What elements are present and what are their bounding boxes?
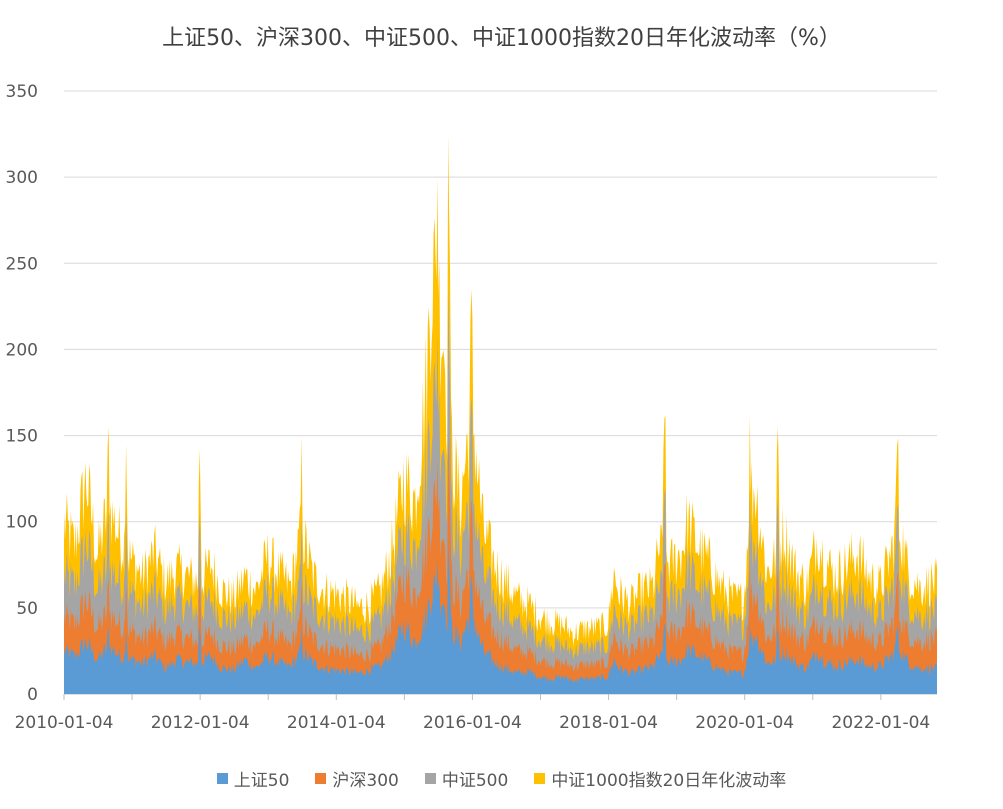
x-tick-label: 2020-01-04: [695, 713, 794, 733]
y-tick-label: 50: [16, 599, 38, 619]
area-series-3: [64, 286, 937, 694]
x-tick-label: 2010-01-04: [15, 713, 114, 733]
y-tick-labels: 0 50 100 150 200 250 300 350: [6, 82, 38, 705]
y-tick-label: 250: [6, 254, 38, 274]
legend-label: 沪深300: [332, 771, 399, 791]
legend-swatch: [315, 773, 327, 784]
y-tick-label: 150: [6, 427, 38, 447]
area-series-2: [64, 434, 937, 694]
legend-item-4: 中证1000指数20日年化波动率: [534, 766, 786, 791]
legend-swatch: [216, 773, 228, 784]
legend-item-2: 沪深300: [315, 766, 399, 791]
legend-item-1: 上证50: [216, 766, 290, 791]
y-tick-label: 300: [6, 168, 38, 188]
x-tick-label: 2016-01-04: [423, 713, 522, 733]
y-tick-label: 0: [27, 685, 38, 705]
area-series-4: [64, 134, 937, 695]
legend-label: 中证1000指数20日年化波动率: [551, 771, 787, 791]
y-tick-label: 100: [6, 513, 38, 533]
area-series-1: [64, 545, 937, 694]
x-tick-label: 2012-01-04: [151, 713, 250, 733]
x-tick-label: 2018-01-04: [559, 713, 658, 733]
legend-item-3: 中证500: [424, 766, 509, 791]
legend: 上证50 沪深300 中证500 中证1000指数20日年化波动率: [0, 766, 1003, 791]
legend-swatch: [424, 773, 436, 784]
x-tick-label: 2022-01-04: [831, 713, 930, 733]
y-tick-label: 200: [6, 340, 38, 360]
stacked-areas: [64, 134, 937, 695]
chart-title: 上证50、沪深300、中证500、中证1000指数20日年化波动率（%）: [162, 26, 841, 51]
legend-swatch: [534, 773, 546, 784]
legend-label: 中证500: [441, 771, 509, 791]
x-tick-labels: 2010-01-04 2012-01-04 2014-01-04 2016-01-04…: [15, 713, 931, 733]
x-tick-label: 2014-01-04: [287, 713, 386, 733]
axes: [63, 694, 882, 700]
y-tick-label: 350: [6, 82, 38, 102]
legend-label: 上证50: [233, 771, 290, 791]
